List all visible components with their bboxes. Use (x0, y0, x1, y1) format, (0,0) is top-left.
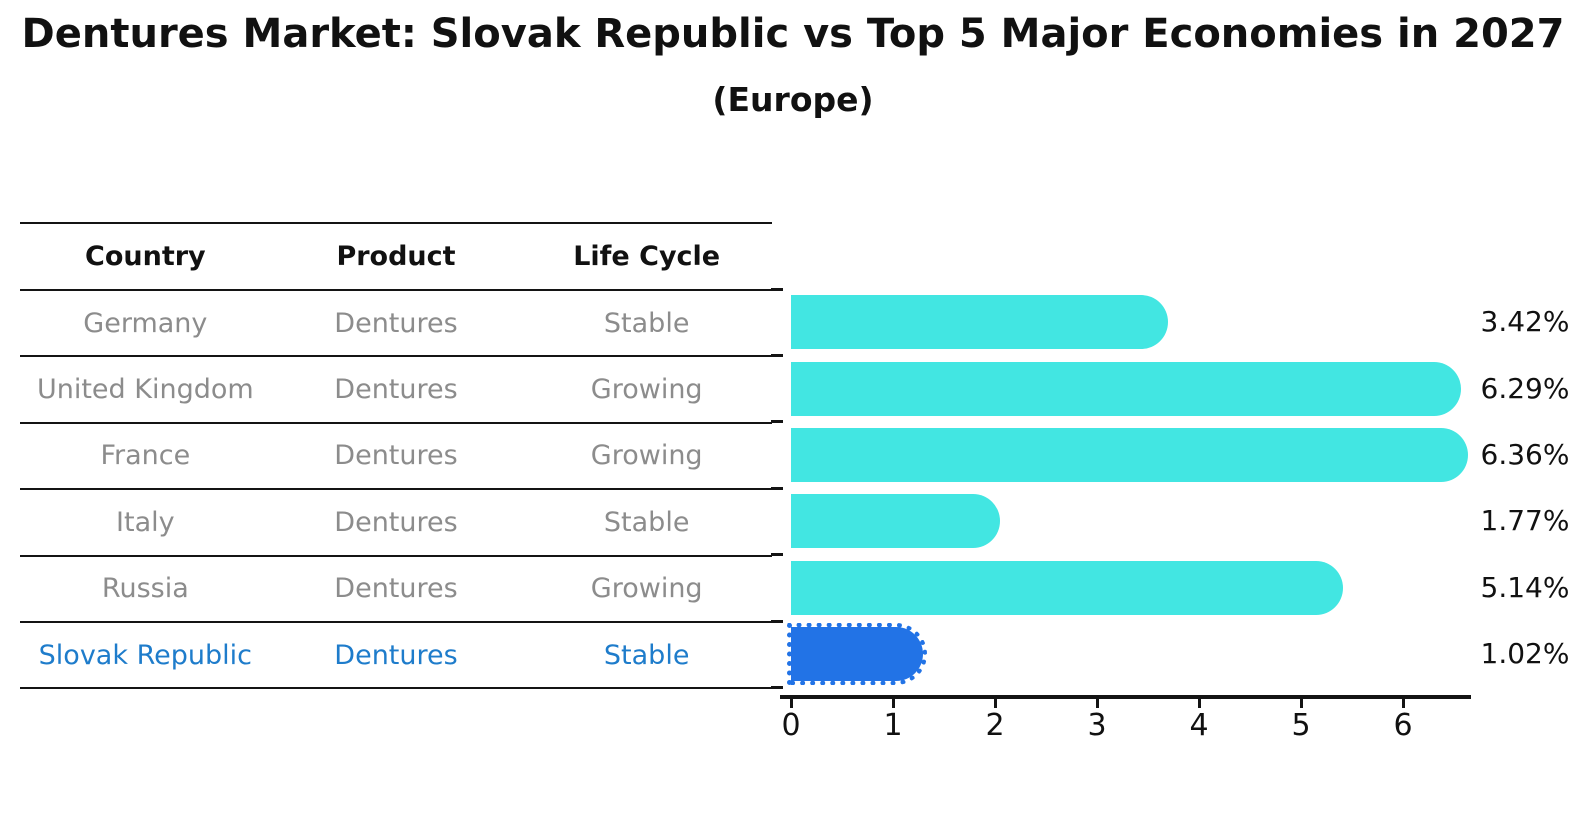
table-header-life-cycle: Life Cycle (573, 241, 721, 272)
bar-slovak-republic (786, 623, 928, 686)
y-axis-tick (771, 420, 783, 424)
comparison-table: Country Product Life Cycle Germany Dentu… (20, 222, 772, 690)
cell-life-cycle: Stable (603, 506, 690, 538)
cell-country: Slovak Republic (38, 639, 252, 671)
x-tick-label: 3 (1087, 708, 1107, 743)
x-axis-line (780, 695, 1471, 699)
cell-product: Dentures (334, 573, 458, 605)
cell-life-cycle: Stable (603, 639, 690, 671)
x-axis-tick (891, 698, 895, 708)
cell-life-cycle: Growing (590, 374, 703, 406)
page-subtitle: (Europe) (712, 80, 874, 119)
cell-product: Dentures (334, 639, 458, 671)
x-axis-tick (1095, 698, 1099, 708)
x-tick-label: 0 (781, 708, 801, 743)
y-axis-tick (771, 353, 783, 357)
bar-value-label: 3.42% (1480, 305, 1570, 339)
bar-value-label: 6.36% (1480, 438, 1570, 471)
x-tick-label: 4 (1189, 708, 1209, 743)
cell-country: Russia (101, 573, 189, 605)
cell-life-cycle: Stable (603, 307, 690, 339)
table-row-russia: Russia Dentures Growing (20, 557, 772, 623)
x-tick-label: 5 (1291, 708, 1311, 743)
x-axis-tick (1197, 698, 1201, 708)
table-row-france: France Dentures Growing (20, 424, 772, 491)
table-header-product: Product (336, 241, 456, 272)
cell-country: Italy (116, 506, 175, 538)
bar-value-label: 1.77% (1480, 504, 1570, 538)
cell-life-cycle: Growing (590, 440, 703, 472)
y-axis-tick (771, 287, 783, 291)
bar-germany (791, 295, 1168, 350)
bar-france (791, 428, 1468, 482)
x-axis-tick (1299, 698, 1303, 708)
table-row-united-kingdom: United Kingdom Dentures Growing (20, 357, 772, 424)
bar-value-label: 5.14% (1480, 570, 1570, 604)
cell-country: France (100, 440, 191, 472)
table-row-slovak-republic: Slovak Republic Dentures Stable (20, 623, 772, 690)
table-row-italy: Italy Dentures Stable (20, 490, 772, 557)
cell-life-cycle: Growing (590, 573, 703, 605)
bar-russia (791, 560, 1344, 615)
x-axis-tick (789, 698, 793, 708)
table-row-germany: Germany Dentures Stable (20, 291, 772, 358)
cell-product: Dentures (334, 440, 458, 472)
bar-italy (791, 494, 1000, 549)
y-axis-tick (771, 619, 783, 623)
table-header-country: Country (85, 241, 206, 272)
x-tick-label: 1 (883, 708, 903, 743)
x-tick-label: 6 (1393, 708, 1413, 743)
cell-product: Dentures (334, 506, 458, 538)
table-header-row: Country Product Life Cycle (20, 224, 772, 291)
bar-value-label: 1.02% (1480, 637, 1570, 671)
cell-product: Dentures (334, 374, 458, 406)
x-axis-tick (1401, 698, 1405, 708)
y-axis-tick (771, 553, 783, 557)
x-tick-label: 2 (985, 708, 1005, 743)
bar-united-kingdom (791, 361, 1461, 416)
cell-product: Dentures (334, 307, 458, 339)
cell-country: Germany (83, 307, 208, 339)
page-title: Dentures Market: Slovak Republic vs Top … (21, 11, 1565, 57)
bar-value-label: 6.29% (1480, 371, 1570, 405)
y-axis-tick (771, 486, 783, 490)
y-axis-tick (771, 685, 783, 689)
cell-country: United Kingdom (36, 374, 254, 406)
x-axis-tick (993, 698, 997, 708)
